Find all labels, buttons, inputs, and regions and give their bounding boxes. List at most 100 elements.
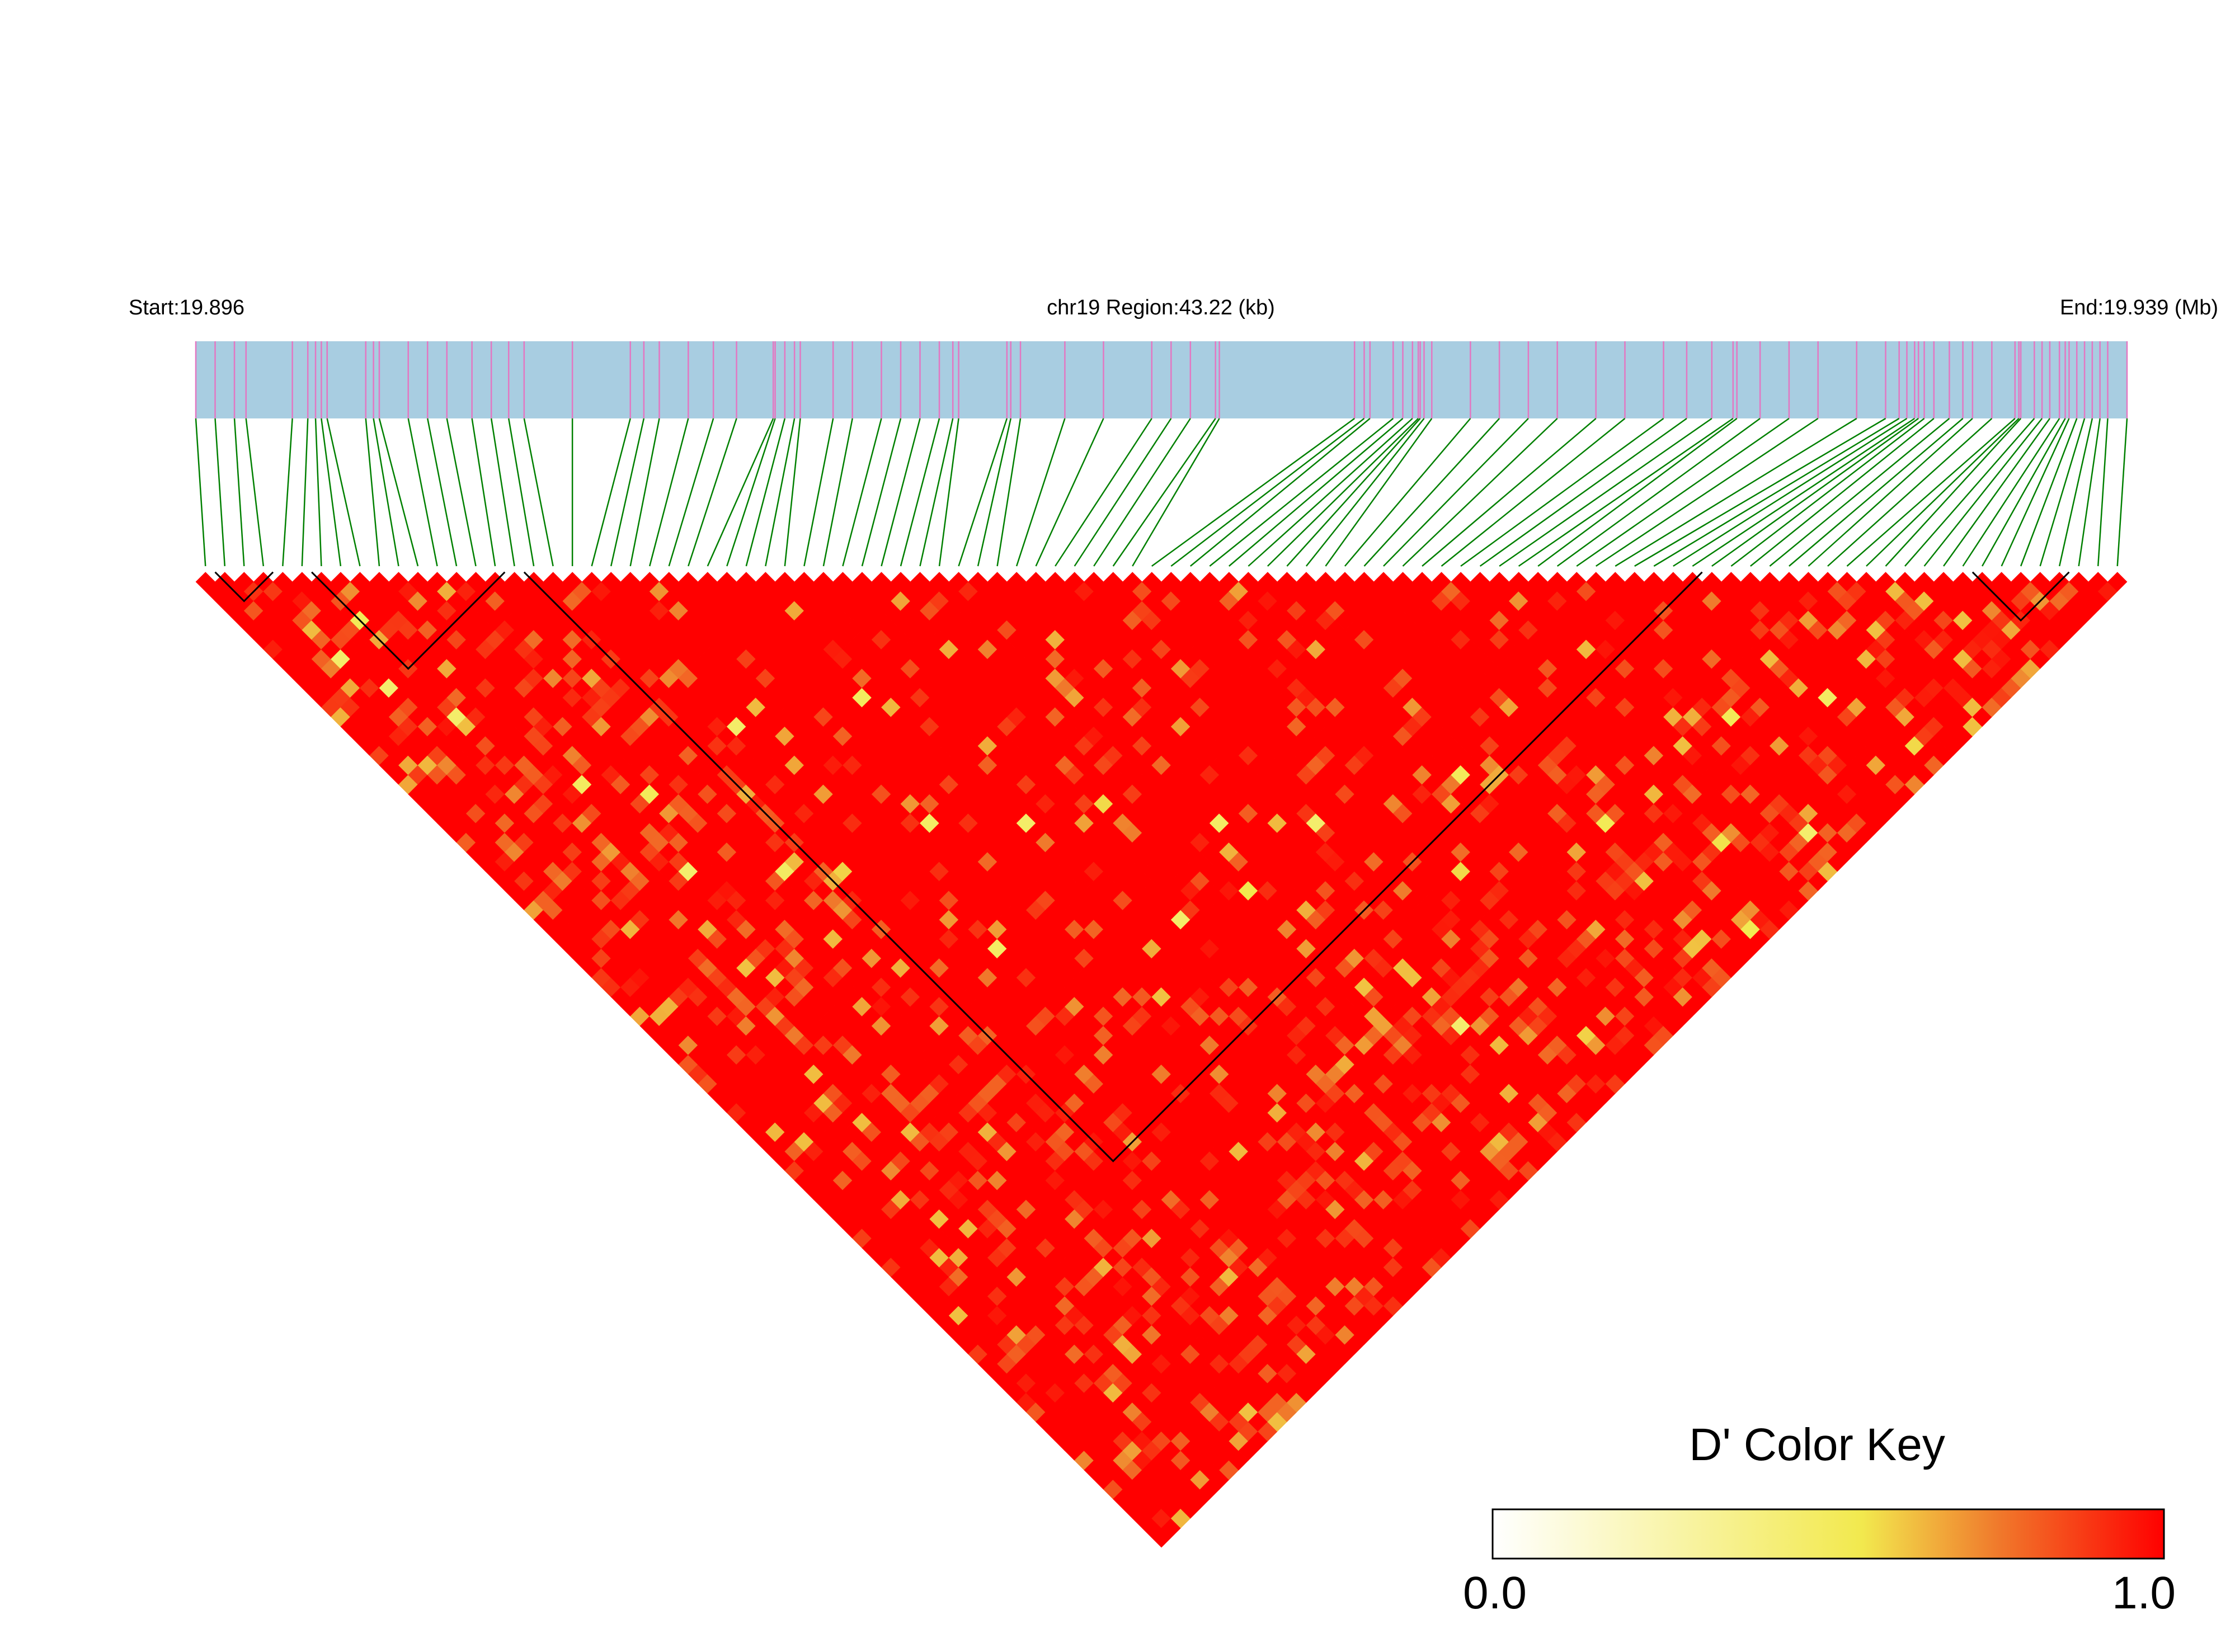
snp-connector bbox=[373, 418, 399, 567]
snp-connector bbox=[1035, 418, 1104, 567]
snp-connector bbox=[407, 418, 438, 567]
snp-connector bbox=[1325, 418, 1433, 567]
snp-connector bbox=[1132, 418, 1220, 567]
snp-connector bbox=[1769, 418, 1950, 567]
region-start-label: Start:19.896 bbox=[129, 296, 244, 319]
snp-connector bbox=[2020, 418, 2078, 567]
snp-connector bbox=[1015, 418, 1066, 567]
snp-connector bbox=[842, 418, 882, 567]
snp-connector bbox=[471, 418, 496, 567]
snp-connector bbox=[1789, 418, 1964, 567]
snp-connector bbox=[378, 418, 419, 567]
snp-connector bbox=[1827, 418, 1993, 567]
snp-connector bbox=[1189, 418, 1371, 567]
snp-connector bbox=[1209, 418, 1394, 567]
snp-connector bbox=[1093, 418, 1191, 567]
snp-connector bbox=[523, 418, 554, 567]
snp-connector bbox=[282, 418, 293, 567]
snp-connector bbox=[1846, 418, 2016, 567]
snp-connector bbox=[919, 418, 954, 567]
snp-connector bbox=[314, 418, 322, 567]
snp-connector bbox=[1692, 417, 1915, 567]
snp-connector bbox=[1112, 418, 1216, 567]
snp-connector bbox=[1634, 417, 1886, 567]
snp-connector bbox=[1982, 418, 2066, 567]
snp-connector bbox=[1422, 418, 1597, 567]
snp-connector bbox=[1653, 417, 1900, 567]
snp-connector bbox=[1673, 417, 1908, 567]
snp-connector bbox=[1923, 418, 2043, 567]
snp-connector bbox=[1074, 418, 1172, 567]
snp-connector bbox=[996, 418, 1022, 567]
snp-connector bbox=[1885, 418, 2022, 567]
snp-connector bbox=[784, 418, 801, 567]
snp-connector bbox=[629, 418, 660, 567]
snp-connector bbox=[2039, 418, 2086, 567]
snp-connector bbox=[1402, 418, 1558, 567]
snp-connector bbox=[1962, 418, 2060, 567]
snp-connector bbox=[803, 418, 834, 567]
snp-connector bbox=[1363, 418, 1500, 567]
snp-connector bbox=[1518, 417, 1734, 567]
snp-connector bbox=[1460, 417, 1664, 567]
snp-connector bbox=[507, 418, 535, 567]
snp-connector bbox=[1576, 417, 1790, 567]
snp-connector bbox=[977, 418, 1011, 567]
snp-connector bbox=[1229, 418, 1404, 567]
snp-connector bbox=[1286, 418, 1421, 567]
snp-connector bbox=[321, 418, 342, 567]
snp-connector bbox=[1499, 417, 1712, 567]
snp-connector bbox=[1596, 417, 1819, 567]
snp-connector bbox=[245, 418, 265, 567]
snp-connector bbox=[1055, 418, 1152, 567]
snp-connector bbox=[610, 418, 645, 567]
chromosome-track-bar bbox=[196, 341, 2127, 418]
snp-connector bbox=[446, 418, 477, 567]
ld-heatmap-cells bbox=[195, 572, 2128, 1548]
snp-connector bbox=[195, 418, 206, 567]
snp-connector bbox=[1556, 417, 1761, 567]
region-title-label: chr19 Region:43.22 (kb) bbox=[1047, 296, 1275, 319]
snp-connector bbox=[1305, 418, 1425, 567]
snp-position-ticks bbox=[195, 341, 2128, 418]
snp-connector bbox=[881, 418, 921, 567]
snp-connector bbox=[1711, 417, 1919, 567]
snp-connector bbox=[668, 418, 714, 567]
snp-connector bbox=[2116, 418, 2128, 567]
snp-connector bbox=[861, 418, 902, 567]
snp-connector bbox=[2001, 418, 2070, 567]
snp-connector bbox=[1808, 418, 1973, 567]
snp-connector bbox=[1615, 417, 1857, 567]
snp-connector bbox=[765, 418, 796, 567]
snp-connector bbox=[1904, 418, 2035, 567]
snp-connector bbox=[1866, 418, 2020, 567]
snp-connector bbox=[726, 418, 776, 567]
snp-connector bbox=[707, 418, 774, 567]
snp-connector bbox=[591, 418, 631, 567]
snp-connector bbox=[1943, 418, 2050, 567]
snp-connector bbox=[490, 418, 515, 567]
snp-connector bbox=[1170, 418, 1365, 567]
snp-connector bbox=[1730, 418, 1925, 567]
region-end-label: End:19.939 (Mb) bbox=[2060, 296, 2218, 319]
snp-connector bbox=[2097, 418, 2109, 567]
snp-connector bbox=[745, 418, 786, 567]
snp-connector bbox=[1479, 417, 1687, 567]
snp-connector bbox=[822, 418, 853, 567]
snp-connector bbox=[214, 418, 226, 567]
snp-connector bbox=[326, 418, 361, 567]
snp-connector bbox=[2078, 418, 2101, 567]
snp-connector bbox=[1441, 418, 1626, 567]
snp-connector bbox=[1267, 418, 1419, 567]
snp-connector bbox=[1151, 417, 1355, 567]
snp-connector bbox=[1248, 418, 1413, 567]
snp-connector bbox=[365, 418, 380, 567]
snp-connector bbox=[649, 418, 689, 567]
snp-connector-lines bbox=[195, 417, 2128, 567]
snp-connector bbox=[427, 418, 458, 567]
snp-connector bbox=[301, 418, 309, 567]
snp-connector bbox=[1750, 418, 1935, 567]
snp-connector bbox=[1383, 418, 1529, 567]
snp-connector bbox=[2058, 418, 2093, 567]
